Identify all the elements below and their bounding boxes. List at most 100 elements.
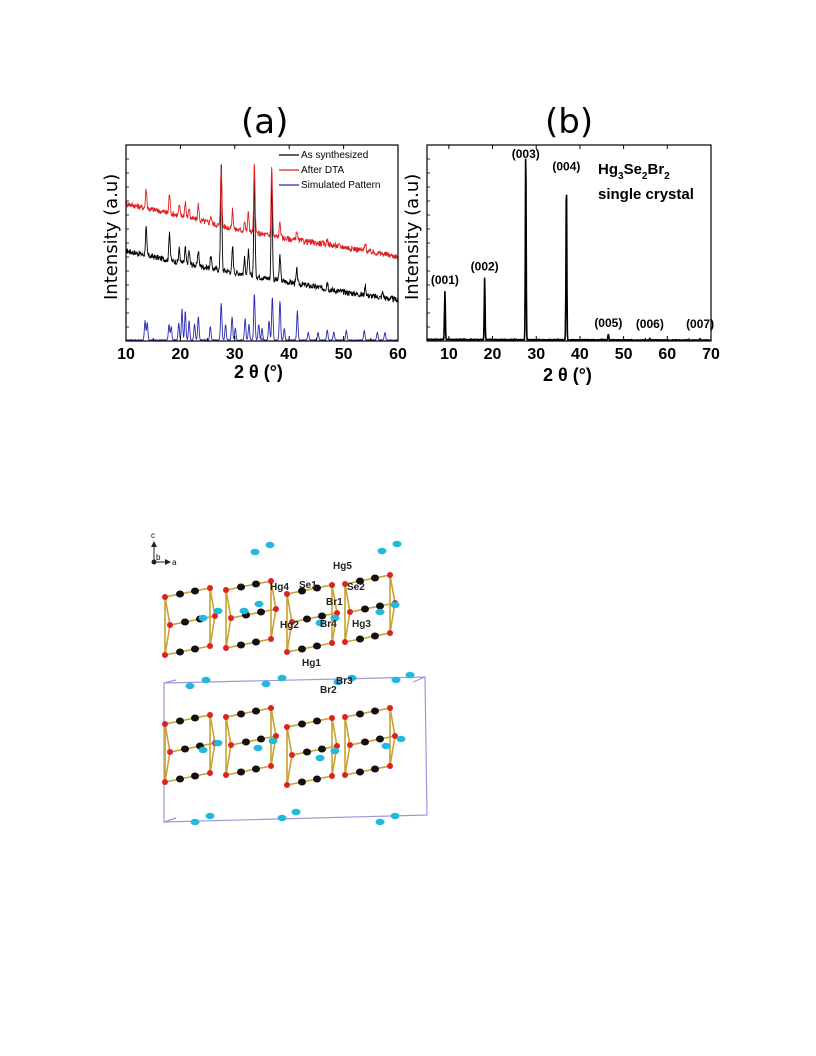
hg-atom bbox=[176, 717, 184, 725]
hg-atom bbox=[191, 714, 199, 722]
hg-atom bbox=[298, 720, 306, 728]
br-atom bbox=[390, 812, 400, 820]
se-atom bbox=[387, 630, 393, 636]
se-atom bbox=[223, 587, 229, 593]
se-atom bbox=[289, 619, 295, 625]
br-atom bbox=[198, 614, 208, 622]
sample-annotation: single crystal bbox=[598, 186, 694, 203]
hg-se-bond-framework bbox=[344, 574, 396, 643]
plot-frame-a bbox=[125, 144, 399, 342]
formula-annotation: Hg3Se2Br2 bbox=[598, 161, 670, 182]
hg-atom bbox=[176, 775, 184, 783]
hg-atom bbox=[361, 738, 369, 746]
se-atom bbox=[329, 773, 335, 779]
x-tick-label: 70 bbox=[702, 346, 720, 363]
br-atom bbox=[239, 607, 249, 615]
se-atom bbox=[342, 581, 348, 587]
hg-atom bbox=[361, 605, 369, 613]
atom-label-hg5: Hg5 bbox=[333, 561, 352, 572]
hg-atom bbox=[376, 602, 384, 610]
se-atom bbox=[329, 582, 335, 588]
hg-atom bbox=[237, 710, 245, 718]
hg-atom bbox=[376, 735, 384, 743]
atom-label-se1: Se1 bbox=[299, 580, 317, 591]
hg-atom bbox=[371, 632, 379, 640]
y-axis-label-b: Intensity (a.u) bbox=[402, 174, 423, 300]
hg-atom bbox=[298, 778, 306, 786]
br-atom bbox=[185, 682, 195, 690]
peak-label: (005) bbox=[594, 316, 622, 330]
se-atom bbox=[268, 763, 274, 769]
se-atom bbox=[223, 714, 229, 720]
br-atom bbox=[347, 674, 357, 682]
se-atom bbox=[162, 779, 168, 785]
hg-atom bbox=[313, 717, 321, 725]
se-atom bbox=[342, 639, 348, 645]
x-tick-label: 40 bbox=[280, 346, 298, 363]
x-tick-label: 50 bbox=[335, 346, 353, 363]
series-line-after-dta bbox=[125, 163, 399, 261]
se-atom bbox=[329, 715, 335, 721]
hg-atom bbox=[303, 615, 311, 623]
panel-a-title: (a) bbox=[241, 102, 289, 142]
se-atom bbox=[223, 645, 229, 651]
hg-atom bbox=[313, 642, 321, 650]
se-atom bbox=[342, 772, 348, 778]
hg-atom bbox=[371, 574, 379, 582]
atom-label-hg4: Hg4 bbox=[270, 582, 289, 593]
se-atom bbox=[228, 615, 234, 621]
br-atom bbox=[315, 619, 325, 627]
br-atom bbox=[268, 737, 278, 745]
hg-atom bbox=[313, 584, 321, 592]
se-atom bbox=[167, 749, 173, 755]
se-atom bbox=[347, 742, 353, 748]
x-tick-label: 30 bbox=[527, 346, 545, 363]
br-atom bbox=[375, 818, 385, 826]
br-atom bbox=[291, 808, 301, 816]
hg-atom bbox=[298, 587, 306, 595]
br-atom bbox=[198, 746, 208, 754]
x-tick-label: 60 bbox=[658, 346, 676, 363]
y-axis-label-a: Intensity (a.u) bbox=[101, 174, 122, 300]
x-tick-label: 50 bbox=[615, 346, 633, 363]
plot-frame-b bbox=[426, 144, 712, 342]
br-atom bbox=[254, 600, 264, 608]
br-atom bbox=[213, 739, 223, 747]
se-atom bbox=[342, 714, 348, 720]
hg-atom bbox=[196, 615, 204, 623]
atom-label-br1: Br1 bbox=[326, 597, 343, 608]
se-atom bbox=[212, 740, 218, 746]
se-atom bbox=[284, 724, 290, 730]
hg-atom bbox=[356, 710, 364, 718]
hg-atom bbox=[252, 707, 260, 715]
hg-atom bbox=[252, 765, 260, 773]
hg-atom bbox=[252, 580, 260, 588]
hg-atom bbox=[191, 772, 199, 780]
axis-c-label: c bbox=[151, 531, 155, 540]
br-atom bbox=[277, 674, 287, 682]
br-atom bbox=[333, 678, 343, 686]
br-atom bbox=[396, 735, 406, 743]
se-atom bbox=[223, 772, 229, 778]
se-atom bbox=[387, 763, 393, 769]
se-atom bbox=[387, 705, 393, 711]
hg-atom bbox=[313, 775, 321, 783]
br-atom bbox=[205, 812, 215, 820]
hg-atom bbox=[252, 638, 260, 646]
legend-label: As synthesized bbox=[301, 150, 368, 161]
hg-atom bbox=[176, 648, 184, 656]
atom-label-br3: Br3 bbox=[336, 676, 353, 687]
se-atom bbox=[392, 733, 398, 739]
hg-se-bond-framework bbox=[225, 580, 277, 649]
peak-label: (006) bbox=[636, 317, 664, 331]
hg-atom bbox=[356, 635, 364, 643]
se-atom bbox=[268, 636, 274, 642]
hg-se-bond-framework bbox=[225, 707, 277, 776]
br-atom bbox=[381, 742, 391, 750]
x-axis-label-b: 2 θ (°) bbox=[543, 365, 592, 385]
hg-atom bbox=[191, 587, 199, 595]
br-atom bbox=[315, 754, 325, 762]
